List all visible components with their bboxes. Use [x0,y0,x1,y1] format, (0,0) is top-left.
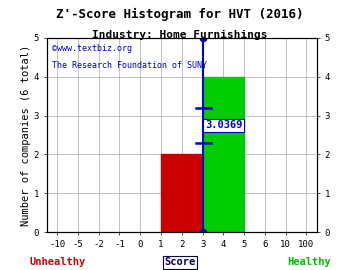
Y-axis label: Number of companies (6 total): Number of companies (6 total) [21,44,31,226]
Text: The Research Foundation of SUNY: The Research Foundation of SUNY [52,61,207,70]
Text: Healthy: Healthy [288,257,332,267]
Text: Industry: Home Furnishings: Industry: Home Furnishings [92,30,268,40]
Bar [161,154,203,232]
Bar [203,77,244,232]
Text: 3.0369: 3.0369 [205,120,243,130]
Text: Z'-Score Histogram for HVT (2016): Z'-Score Histogram for HVT (2016) [56,8,304,21]
Text: ©www.textbiz.org: ©www.textbiz.org [52,44,132,53]
Text: Unhealthy: Unhealthy [30,257,86,267]
Text: Score: Score [165,257,195,267]
